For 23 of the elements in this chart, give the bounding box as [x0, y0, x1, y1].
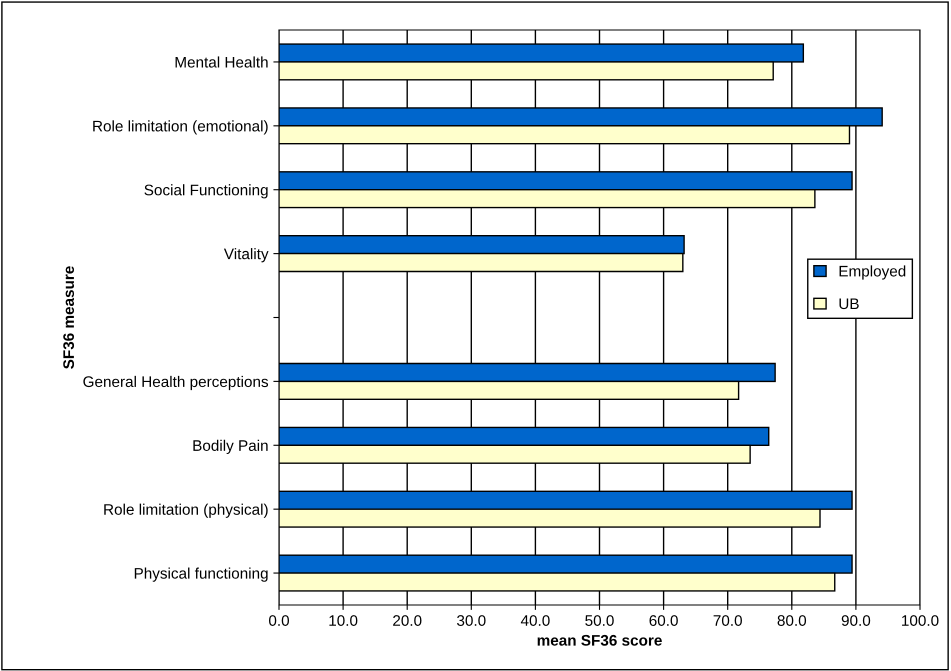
y-tick-label: Role limitation (emotional) — [93, 120, 268, 135]
x-tick-label: 20.0 — [393, 615, 422, 626]
legend-label: UB — [839, 298, 859, 310]
y-tick-label: General Health perceptions — [83, 376, 268, 390]
y-tick-label: Bodily Pain — [193, 440, 268, 454]
x-tick-label: 70.0 — [714, 615, 742, 626]
y-tick-label: Physical functioning — [134, 568, 268, 582]
y-tick-label: Social Functioning — [144, 184, 268, 198]
x-tick-label: 90.0 — [842, 615, 870, 626]
x-tick-label: 80.0 — [778, 615, 806, 626]
y-tick-label: Vitality — [224, 248, 269, 262]
y-tick-label: Role limitation (physical) — [104, 504, 268, 518]
x-tick-label: 50.0 — [585, 615, 614, 626]
x-tick-label: 40.0 — [520, 615, 550, 626]
y-axis-title: SF36 measure — [63, 266, 74, 369]
x-tick-label: 30.0 — [457, 615, 486, 626]
x-tick-label: 60.0 — [650, 615, 678, 626]
y-tick-label: Mental Health — [176, 56, 268, 68]
legend-label: Employed — [840, 265, 906, 280]
x-tick-label: 0.0 — [268, 615, 290, 626]
x-axis-title: mean SF36 score — [538, 634, 662, 646]
x-tick-label: 100.0 — [902, 615, 939, 626]
x-tick-label: 10.0 — [329, 615, 358, 626]
